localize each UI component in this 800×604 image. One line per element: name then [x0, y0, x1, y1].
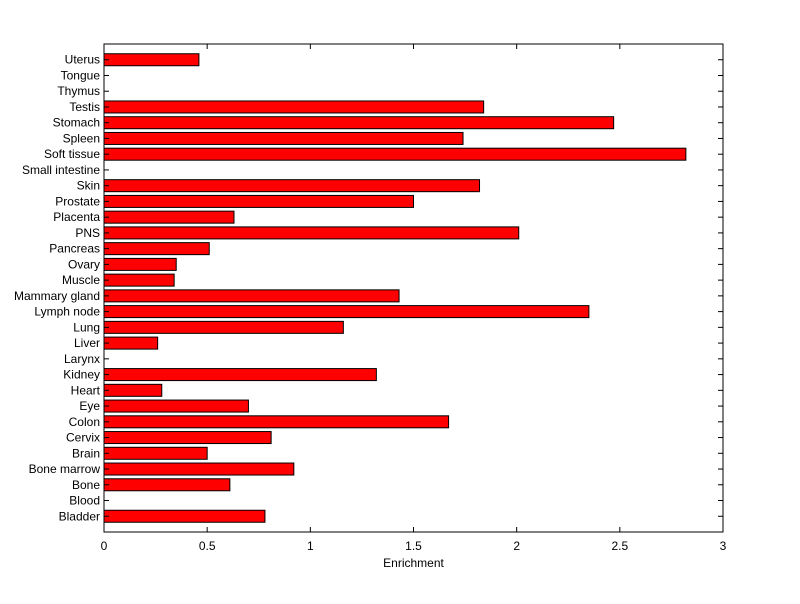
- bar-colon: [103, 415, 450, 429]
- x-tick-label: 0.5: [199, 539, 216, 553]
- y-tick-label: Tongue: [61, 68, 101, 82]
- bar-kidney: [103, 368, 377, 382]
- bar-lymph-node: [103, 305, 590, 319]
- y-tick-label: Soft tissue: [44, 147, 100, 161]
- plot-frame: [103, 43, 724, 533]
- y-tick-label: Prostate: [55, 194, 100, 208]
- x-tick-label: 1: [307, 539, 314, 553]
- y-tick-label: Heart: [71, 383, 101, 397]
- y-tick-label: Placenta: [53, 210, 100, 224]
- bar-bone: [103, 478, 231, 492]
- bar-brain: [103, 446, 208, 460]
- x-tick-label: 2.5: [611, 539, 628, 553]
- bar-lung: [103, 320, 344, 334]
- bar-stomach: [103, 116, 615, 130]
- y-tick-label: PNS: [75, 226, 100, 240]
- bar-bone-marrow: [103, 462, 295, 476]
- y-tick-label: Cervix: [66, 431, 100, 445]
- y-tick-label: Lung: [73, 320, 100, 334]
- y-tick-label: Pancreas: [49, 242, 100, 256]
- y-tick-label: Kidney: [63, 368, 100, 382]
- bar-pns: [103, 226, 520, 240]
- y-tick-label: Liver: [74, 336, 100, 350]
- bar-liver: [103, 336, 159, 350]
- x-tick-label: 3: [720, 539, 727, 553]
- bar-pancreas: [103, 242, 210, 256]
- y-tick-label: Mammary gland: [14, 289, 100, 303]
- y-tick-label: Spleen: [63, 131, 100, 145]
- bars-layer: [103, 53, 687, 523]
- bar-cervix: [103, 431, 272, 445]
- y-tick-label: Blood: [69, 494, 100, 508]
- y-tick-label: Skin: [77, 179, 100, 193]
- y-tick-label: Lymph node: [34, 305, 100, 319]
- x-tick-label: 0: [101, 539, 108, 553]
- x-tick-label: 1.5: [405, 539, 422, 553]
- y-tick-label: Uterus: [65, 53, 100, 67]
- y-tick-label: Muscle: [62, 273, 100, 287]
- bar-heart: [103, 383, 163, 397]
- bar-mammary-gland: [103, 289, 400, 303]
- y-tick-label: Bone: [72, 478, 100, 492]
- y-tick-label: Eye: [79, 399, 100, 413]
- bar-muscle: [103, 273, 175, 287]
- bar-prostate: [103, 194, 414, 208]
- bar-soft-tissue: [103, 147, 687, 161]
- y-tick-label: Ovary: [68, 257, 100, 271]
- bar-skin: [103, 179, 481, 193]
- x-axis-label: Enrichment: [383, 556, 444, 570]
- y-tick-label: Bladder: [59, 509, 100, 523]
- bar-testis: [103, 100, 485, 114]
- y-tick-label: Larynx: [64, 352, 100, 366]
- y-tick-label: Colon: [69, 415, 100, 429]
- y-tick-label: Small intestine: [22, 163, 100, 177]
- y-tick-label: Thymus: [57, 84, 100, 98]
- bar-bladder: [103, 509, 266, 523]
- y-tick-label: Testis: [69, 100, 100, 114]
- y-tick-label: Stomach: [53, 116, 100, 130]
- x-tick-label: 2: [513, 539, 520, 553]
- y-tick-label: Bone marrow: [29, 462, 101, 476]
- bar-eye: [103, 399, 249, 413]
- bar-uterus: [103, 53, 200, 67]
- y-tick-label: Brain: [72, 446, 100, 460]
- bar-spleen: [103, 131, 464, 145]
- bar-placenta: [103, 210, 235, 224]
- bar-ovary: [103, 257, 177, 271]
